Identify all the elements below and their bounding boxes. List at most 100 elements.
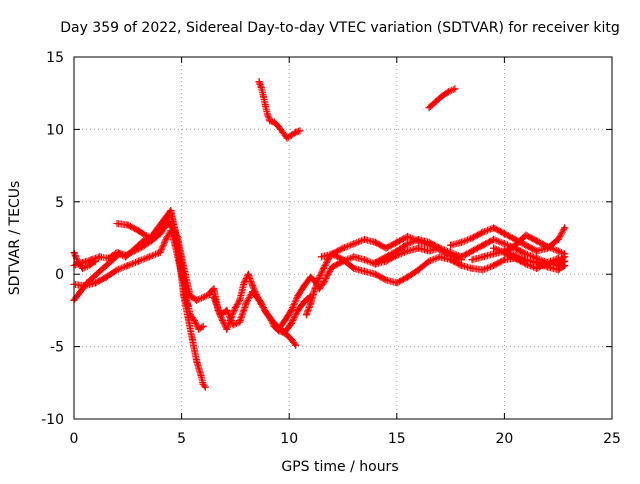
data-point [339, 256, 347, 264]
data-point [328, 250, 336, 258]
data-point [425, 238, 433, 246]
data-point [163, 234, 171, 242]
data-point [479, 228, 487, 236]
data-point [500, 240, 508, 248]
series-track-6 [180, 292, 209, 391]
data-point [244, 270, 252, 278]
data-point [371, 270, 379, 278]
data-point [468, 264, 476, 272]
data-point [193, 296, 201, 304]
data-point [490, 224, 498, 232]
data-point [218, 317, 226, 325]
data-point [350, 253, 358, 261]
data-point [500, 248, 508, 256]
plot-frame [73, 56, 613, 420]
data-point [188, 335, 196, 343]
series-track-4 [70, 248, 100, 272]
data-point [561, 262, 569, 270]
data-point [522, 260, 530, 268]
data-point [294, 292, 302, 300]
series-track-9 [255, 78, 304, 142]
data-point [361, 267, 369, 275]
data-point [307, 273, 315, 281]
data-point [122, 251, 130, 259]
data-point [104, 254, 112, 262]
data-point [130, 247, 138, 255]
data-point [292, 128, 300, 136]
data-point [479, 253, 487, 261]
data-layer [70, 78, 569, 391]
data-point [490, 235, 498, 243]
data-point [500, 256, 508, 264]
data-point [361, 256, 369, 264]
data-point [543, 259, 551, 267]
data-point [361, 235, 369, 243]
x-tick-label: 10 [280, 431, 298, 447]
data-point [141, 231, 149, 239]
data-point [74, 259, 82, 267]
data-point [522, 231, 530, 239]
data-point [195, 325, 203, 333]
data-point [262, 308, 270, 316]
data-point [382, 244, 390, 252]
data-point [300, 282, 308, 290]
data-point [414, 266, 422, 274]
series-track-7 [206, 270, 300, 349]
data-point [479, 241, 487, 249]
data-point [533, 247, 541, 255]
data-point [447, 241, 455, 249]
data-point [167, 209, 175, 217]
data-point [404, 247, 412, 255]
data-point [457, 253, 465, 261]
x-tick-label: 5 [177, 431, 186, 447]
data-point [561, 250, 569, 258]
data-point [268, 317, 276, 325]
data-point [451, 85, 459, 93]
data-point [223, 306, 231, 314]
data-point [259, 92, 267, 100]
data-point [457, 238, 465, 246]
data-point [320, 264, 328, 272]
data-point [302, 311, 310, 319]
x-axis-label: GPS time / hours [281, 459, 398, 475]
tick-layer: 0 5 10 15 20 25 -10 -5 0 5 10 15 [41, 50, 621, 447]
data-point [113, 220, 121, 228]
data-point [554, 235, 562, 243]
data-point [249, 288, 257, 296]
data-point [554, 254, 562, 262]
data-point [124, 221, 132, 229]
data-point [287, 306, 295, 314]
series-track-14 [425, 85, 459, 112]
data-point [178, 259, 186, 267]
data-point [262, 102, 270, 110]
data-point [79, 264, 87, 272]
data-point [156, 225, 164, 233]
data-point [425, 257, 433, 265]
data-point [468, 256, 476, 264]
data-point [511, 241, 519, 249]
data-point [274, 123, 282, 131]
data-point [554, 266, 562, 274]
data-point [404, 240, 412, 248]
data-point [223, 325, 231, 333]
data-point [199, 322, 207, 330]
y-tick-label: 15 [46, 50, 64, 66]
data-point [210, 285, 218, 293]
x-tick-label: 15 [388, 431, 406, 447]
x-tick-label: 0 [70, 431, 79, 447]
data-point [300, 298, 308, 306]
data-point [145, 253, 153, 261]
data-point [171, 227, 179, 235]
data-point [324, 270, 332, 278]
data-point [447, 248, 455, 256]
data-point [81, 282, 89, 290]
data-point [229, 321, 237, 329]
data-point [193, 357, 201, 365]
data-point [436, 253, 444, 261]
data-point [135, 257, 143, 265]
data-point [533, 237, 541, 245]
data-point [255, 78, 263, 86]
data-point [414, 235, 422, 243]
data-point [554, 247, 562, 255]
